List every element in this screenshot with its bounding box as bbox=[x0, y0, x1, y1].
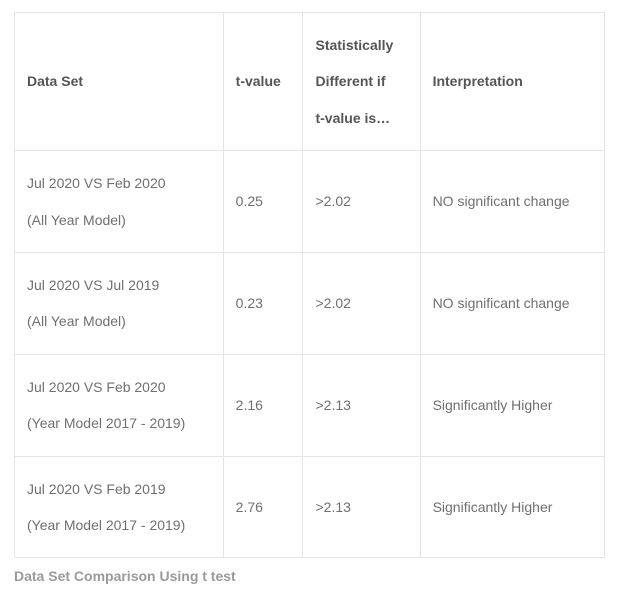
cell-interpretation: Significantly Higher bbox=[420, 456, 604, 558]
cell-interpretation: NO significant change bbox=[420, 151, 604, 253]
cell-interpretation: Significantly Higher bbox=[420, 354, 604, 456]
cell-tvalue: 0.25 bbox=[223, 151, 303, 253]
col-header-threshold-line1: Statistically bbox=[315, 27, 407, 63]
cell-dataset: Jul 2020 VS Jul 2019 (All Year Model) bbox=[15, 252, 224, 354]
col-header-dataset: Data Set bbox=[15, 13, 224, 151]
cell-threshold: >2.02 bbox=[303, 252, 420, 354]
cell-dataset: Jul 2020 VS Feb 2020 (All Year Model) bbox=[15, 151, 224, 253]
col-header-interpretation: Interpretation bbox=[420, 13, 604, 151]
cell-tvalue: 2.76 bbox=[223, 456, 303, 558]
dataset-line2: (Year Model 2017 - 2019) bbox=[27, 507, 211, 543]
col-header-threshold: Statistically Different if t-value is… bbox=[303, 13, 420, 151]
dataset-line1: Jul 2020 VS Feb 2020 bbox=[27, 165, 211, 201]
table-row: Jul 2020 VS Jul 2019 (All Year Model) 0.… bbox=[15, 252, 605, 354]
col-header-threshold-line2: Different if bbox=[315, 63, 407, 99]
col-header-tvalue: t-value bbox=[223, 13, 303, 151]
dataset-line2: (All Year Model) bbox=[27, 303, 211, 339]
cell-dataset: Jul 2020 VS Feb 2019 (Year Model 2017 - … bbox=[15, 456, 224, 558]
table-row: Jul 2020 VS Feb 2020 (All Year Model) 0.… bbox=[15, 151, 605, 253]
dataset-line1: Jul 2020 VS Jul 2019 bbox=[27, 267, 211, 303]
dataset-line2: (All Year Model) bbox=[27, 202, 211, 238]
table-row: Jul 2020 VS Feb 2019 (Year Model 2017 - … bbox=[15, 456, 605, 558]
table-header: Data Set t-value Statistically Different… bbox=[15, 13, 605, 151]
cell-threshold: >2.02 bbox=[303, 151, 420, 253]
data-set-comparison-table: Data Set t-value Statistically Different… bbox=[14, 12, 605, 558]
cell-threshold: >2.13 bbox=[303, 456, 420, 558]
dataset-line1: Jul 2020 VS Feb 2020 bbox=[27, 369, 211, 405]
cell-dataset: Jul 2020 VS Feb 2020 (Year Model 2017 - … bbox=[15, 354, 224, 456]
table-caption: Data Set Comparison Using t test bbox=[14, 568, 605, 584]
cell-tvalue: 0.23 bbox=[223, 252, 303, 354]
dataset-line2: (Year Model 2017 - 2019) bbox=[27, 405, 211, 441]
col-header-threshold-line3: t-value is… bbox=[315, 100, 407, 136]
dataset-line1: Jul 2020 VS Feb 2019 bbox=[27, 471, 211, 507]
table-body: Jul 2020 VS Feb 2020 (All Year Model) 0.… bbox=[15, 151, 605, 558]
cell-threshold: >2.13 bbox=[303, 354, 420, 456]
cell-tvalue: 2.16 bbox=[223, 354, 303, 456]
table-header-row: Data Set t-value Statistically Different… bbox=[15, 13, 605, 151]
table-row: Jul 2020 VS Feb 2020 (Year Model 2017 - … bbox=[15, 354, 605, 456]
cell-interpretation: NO significant change bbox=[420, 252, 604, 354]
